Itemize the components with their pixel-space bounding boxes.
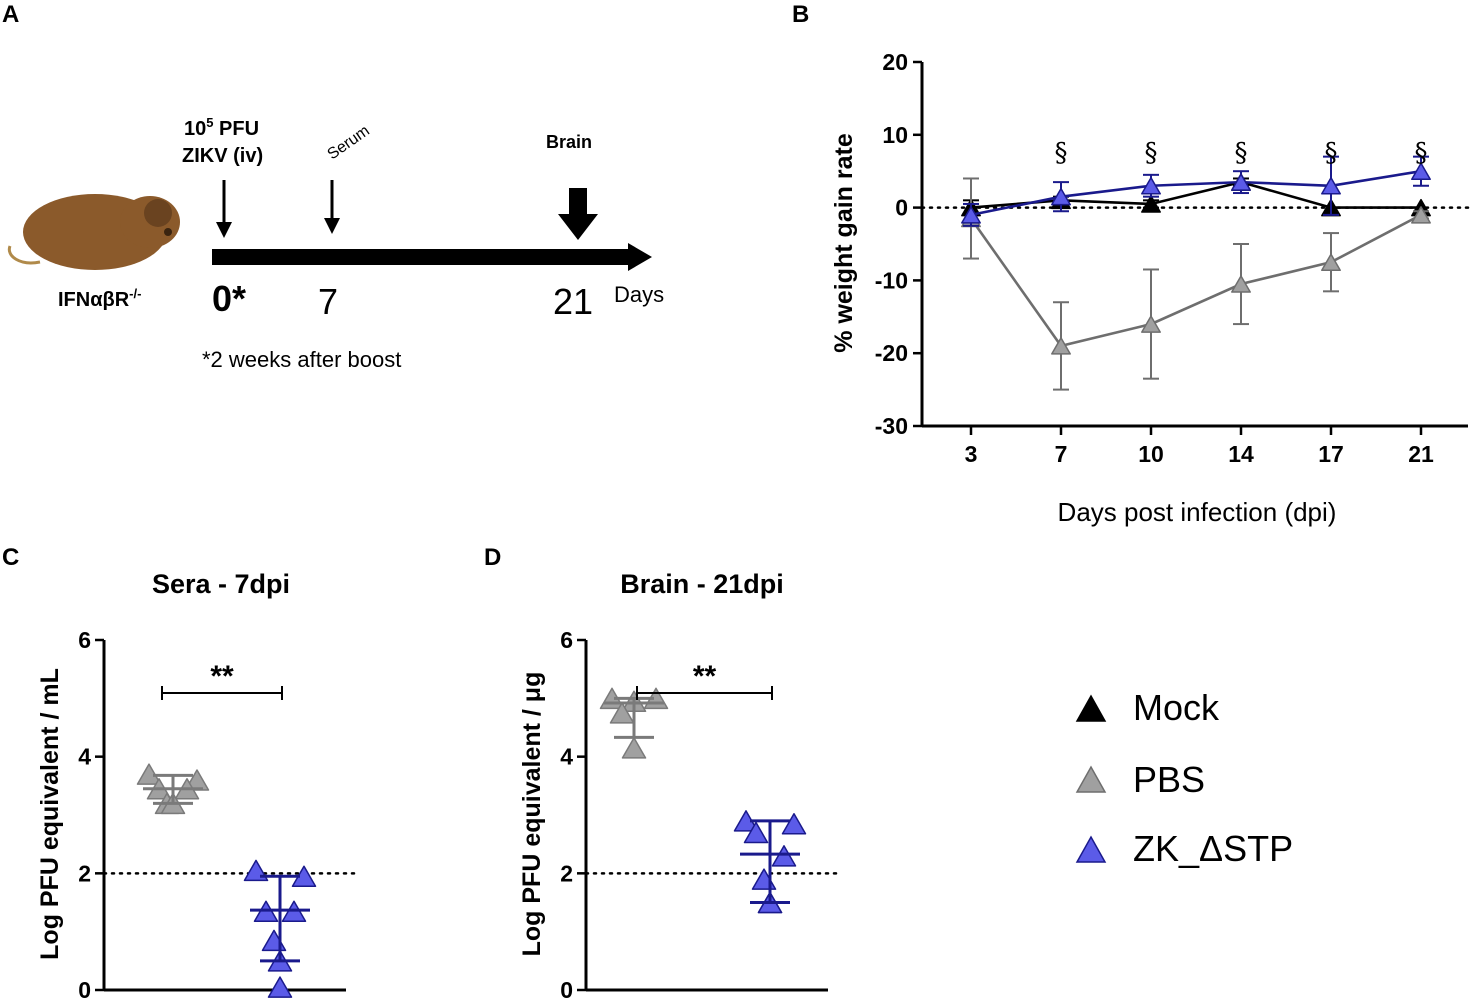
- x-tick-label: 17: [1318, 441, 1344, 467]
- series-pbs: [961, 177, 1431, 391]
- series-zkstp: [961, 155, 1431, 227]
- group-zkstp: [733, 810, 807, 914]
- data-point: [781, 813, 807, 835]
- data-point: [621, 737, 647, 759]
- footnote: *2 weeks after boost: [202, 347, 401, 372]
- x-axis-title: Days post infection (dpi): [1058, 497, 1337, 527]
- legend-item-zk-stp: ZK_ΔSTP: [1075, 828, 1293, 869]
- legend: Mock PBS ZK_ΔSTP: [1075, 687, 1293, 869]
- y-tick-label: 2: [560, 860, 573, 886]
- y-tick-label: 2: [78, 860, 91, 886]
- significance-mark: §: [1055, 138, 1068, 168]
- timeline-label-day7: 7: [318, 281, 338, 322]
- y-tick-label: 0: [78, 977, 91, 1003]
- y-tick-label: 4: [560, 744, 573, 770]
- y-axis-title: % weight gain rate: [830, 133, 858, 353]
- data-point: [609, 702, 635, 724]
- group-zkstp: [243, 859, 317, 998]
- thick-arrow-down-icon: [558, 188, 598, 240]
- triangle-icon: [1075, 765, 1107, 793]
- arrow-down-icon: [216, 180, 232, 238]
- mouse-icon: [7, 194, 180, 270]
- significance-mark: §: [1325, 138, 1338, 168]
- y-tick-label: -20: [875, 340, 908, 366]
- data-point: [1141, 315, 1161, 333]
- timeline-label-day21: 21: [553, 281, 593, 322]
- data-point: [261, 929, 287, 952]
- panel-label-c: C: [2, 544, 19, 571]
- significance-mark: §: [1145, 138, 1158, 168]
- significance-mark: §: [1235, 138, 1248, 168]
- timeline-label-day0: 0*: [212, 278, 246, 319]
- weight-gain-chart: % weight gain rate Days post infection (…: [830, 49, 1470, 527]
- series-line: [969, 213, 1422, 348]
- significance-mark: §: [1415, 138, 1428, 168]
- significance-label: **: [210, 660, 234, 693]
- significance-label: **: [693, 660, 717, 693]
- y-tick-label: 6: [560, 627, 573, 653]
- x-tick-label: 10: [1138, 441, 1164, 467]
- series-line: [970, 180, 1421, 209]
- chart-title: Brain - 21dpi: [620, 569, 784, 599]
- y-tick-label: 10: [882, 122, 908, 148]
- panel-label-b: B: [792, 1, 809, 28]
- x-tick-label: 7: [1055, 441, 1068, 467]
- y-axis-title: Log PFU equivalent / mL: [36, 668, 64, 960]
- y-tick-label: -30: [875, 413, 908, 439]
- legend-item-pbs: PBS: [1075, 759, 1205, 800]
- group-pbs: [599, 687, 669, 759]
- legend-label: ZK_ΔSTP: [1133, 828, 1293, 869]
- legend-label: PBS: [1133, 759, 1205, 800]
- triangle-icon: [1075, 694, 1107, 722]
- data-point: [1051, 187, 1071, 206]
- series-line: [970, 169, 1422, 217]
- data-point: [1231, 173, 1251, 191]
- data-point: [1051, 337, 1071, 355]
- y-tick-label: -10: [875, 267, 908, 293]
- mouse-strain-label: IFNαβR-/-: [58, 286, 141, 311]
- brain-scatter-chart: Brain - 21dpi Log PFU equivalent / μg 0 2…: [518, 569, 844, 1003]
- group-pbs: [136, 763, 210, 815]
- timeline-days-label: Days: [614, 282, 664, 307]
- data-point: [1321, 177, 1341, 195]
- data-point: [1411, 206, 1431, 224]
- data-point: [1321, 253, 1341, 271]
- y-tick-label: 0: [560, 977, 573, 1003]
- panel-label-a: A: [2, 1, 19, 28]
- x-tick-label: 21: [1408, 441, 1434, 467]
- virus-label: ZIKV (iv): [182, 145, 263, 167]
- brain-label: Brain: [546, 132, 592, 152]
- x-tick-label: 14: [1228, 441, 1254, 467]
- dose-label: 105 PFU: [184, 115, 259, 140]
- y-tick-label: 6: [78, 627, 91, 653]
- data-point: [1411, 162, 1431, 180]
- legend-label: Mock: [1133, 687, 1220, 728]
- triangle-icon: [1075, 835, 1107, 863]
- legend-item-mock: Mock: [1075, 687, 1220, 728]
- data-point: [961, 206, 981, 224]
- data-point: [771, 845, 797, 867]
- data-point: [1141, 177, 1161, 195]
- y-axis-title: Log PFU equivalent / μg: [518, 672, 546, 957]
- panel-a-scheme: IFNαβR-/- 105 PFU ZIKV (iv) Serum Brain …: [7, 115, 664, 372]
- data-point: [267, 976, 293, 998]
- arrow-down-icon: [324, 180, 340, 234]
- serum-label: Serum: [325, 122, 373, 163]
- y-tick-label: 4: [78, 744, 91, 770]
- sera-scatter-chart: Sera - 7dpi Log PFU equivalent / mL 0 2 4 6…: [36, 569, 362, 1003]
- y-tick-label: 0: [895, 195, 908, 221]
- data-point: [1141, 195, 1161, 213]
- y-tick-label: 20: [882, 49, 908, 75]
- data-point: [1231, 275, 1251, 293]
- chart-title: Sera - 7dpi: [152, 569, 290, 599]
- data-point: [743, 821, 769, 844]
- panel-label-d: D: [484, 544, 501, 571]
- x-tick-label: 3: [965, 441, 978, 467]
- timeline-arrow: [212, 243, 652, 271]
